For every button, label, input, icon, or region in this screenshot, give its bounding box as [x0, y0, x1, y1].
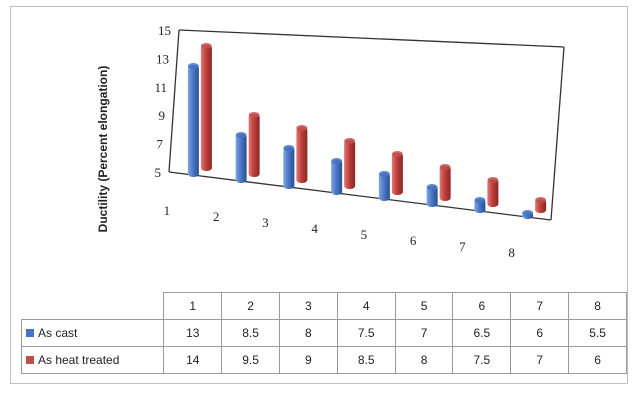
back-wall-right [550, 46, 565, 221]
bar-as-cast-7 [474, 197, 486, 213]
y-tick-label: 15 [158, 23, 171, 38]
x-tick-label: 7 [459, 239, 466, 254]
table-value-cell: 7 [510, 346, 570, 374]
legend-label: As heat treated [38, 353, 120, 367]
bar-heat-treated-3 [296, 125, 308, 183]
table-value-cell: 5.5 [568, 319, 627, 347]
chart-bars [187, 43, 547, 219]
data-table: 1 2 3 4 5 6 7 8 As cast 13 8.5 8 7.5 7 6.5 6 5.5 As heat … [20, 292, 627, 374]
bar-as-cast-5 [378, 171, 390, 201]
table-value-cell: 7.5 [336, 319, 396, 347]
back-wall-top [178, 29, 565, 48]
x-tick-label: 6 [410, 233, 417, 248]
bar-heat-treated-2 [248, 112, 260, 177]
legend-label: As cast [38, 326, 78, 340]
table-value-cell: 14 [163, 346, 223, 374]
bar-heat-treated-5 [391, 151, 403, 195]
bar-heat-treated-7 [487, 177, 499, 207]
y-tick-label: 7 [157, 137, 164, 152]
table-value-cell: 8.5 [336, 346, 396, 374]
bar-as-cast-6 [426, 184, 438, 207]
bar-heat-treated-6 [439, 164, 451, 201]
chart-walls [168, 29, 565, 221]
bar-as-cast-8 [522, 210, 534, 219]
bar-heat-treated-8 [535, 197, 547, 213]
floor-edge [168, 171, 552, 221]
table-value-cell: 6 [568, 346, 627, 374]
y-tick-label: 13 [156, 51, 169, 66]
legend-entry: As heat treated [20, 346, 165, 374]
table-value-cell: 7 [394, 319, 454, 347]
table-corner [21, 292, 165, 320]
table-category-cell: 7 [510, 292, 570, 320]
y-axis-line [168, 29, 180, 173]
y-axis-label: Ductility (Percent elongation) [96, 66, 110, 233]
y-tick-label: 9 [159, 108, 166, 123]
y-tick-label: 5 [155, 165, 162, 180]
bar-heat-treated-1 [200, 43, 212, 171]
x-tick-label: 3 [262, 215, 269, 230]
table-category-cell: 2 [221, 292, 280, 320]
table-category-cell: 5 [394, 292, 454, 320]
bar-as-cast-1 [187, 63, 199, 177]
table-value-cell: 9.5 [221, 346, 280, 374]
table-row: As cast 13 8.5 8 7.5 7 6.5 6 5.5 [20, 319, 627, 347]
table-category-cell: 1 [163, 292, 223, 320]
x-tick-label: 1 [164, 203, 171, 218]
chart-plot: 5 7 9 11 13 15 1 2 3 4 5 6 7 8 Ductility (Percent elo… [96, 23, 565, 260]
table-value-cell: 6 [510, 319, 570, 347]
table-value-cell: 13 [163, 319, 223, 347]
legend-entry: As cast [20, 319, 165, 347]
bar-heat-treated-4 [344, 138, 356, 189]
table-value-cell: 8 [279, 319, 338, 347]
chart-frame: 5 7 9 11 13 15 1 2 3 4 5 6 7 8 Ductility (Percent elo… [10, 6, 628, 384]
x-tick-label: 2 [213, 209, 220, 224]
table-category-cell: 6 [452, 292, 512, 320]
bar-as-cast-4 [331, 158, 343, 195]
table-value-cell: 8 [394, 346, 454, 374]
table-value-cell: 9 [279, 346, 338, 374]
legend-swatch [26, 355, 34, 364]
bar-as-cast-3 [283, 145, 295, 189]
table-category-cell: 3 [279, 292, 338, 320]
table-row: As heat treated 14 9.5 9 8.5 8 7.5 7 6 [20, 346, 627, 374]
y-tick-label: 11 [154, 80, 167, 95]
x-tick-label: 4 [311, 221, 318, 236]
x-tick-label: 8 [508, 245, 515, 260]
chart-ticks: 5 7 9 11 13 15 1 2 3 4 5 6 7 8 [154, 23, 514, 260]
table-value-cell: 7.5 [452, 346, 512, 374]
bar-as-cast-2 [235, 132, 247, 183]
table-value-cell: 6.5 [452, 319, 512, 347]
x-tick-label: 5 [361, 227, 368, 242]
table-value-cell: 8.5 [221, 319, 280, 347]
legend-swatch [26, 328, 34, 337]
table-category-cell: 8 [568, 292, 627, 320]
table-category-cell: 4 [336, 292, 396, 320]
